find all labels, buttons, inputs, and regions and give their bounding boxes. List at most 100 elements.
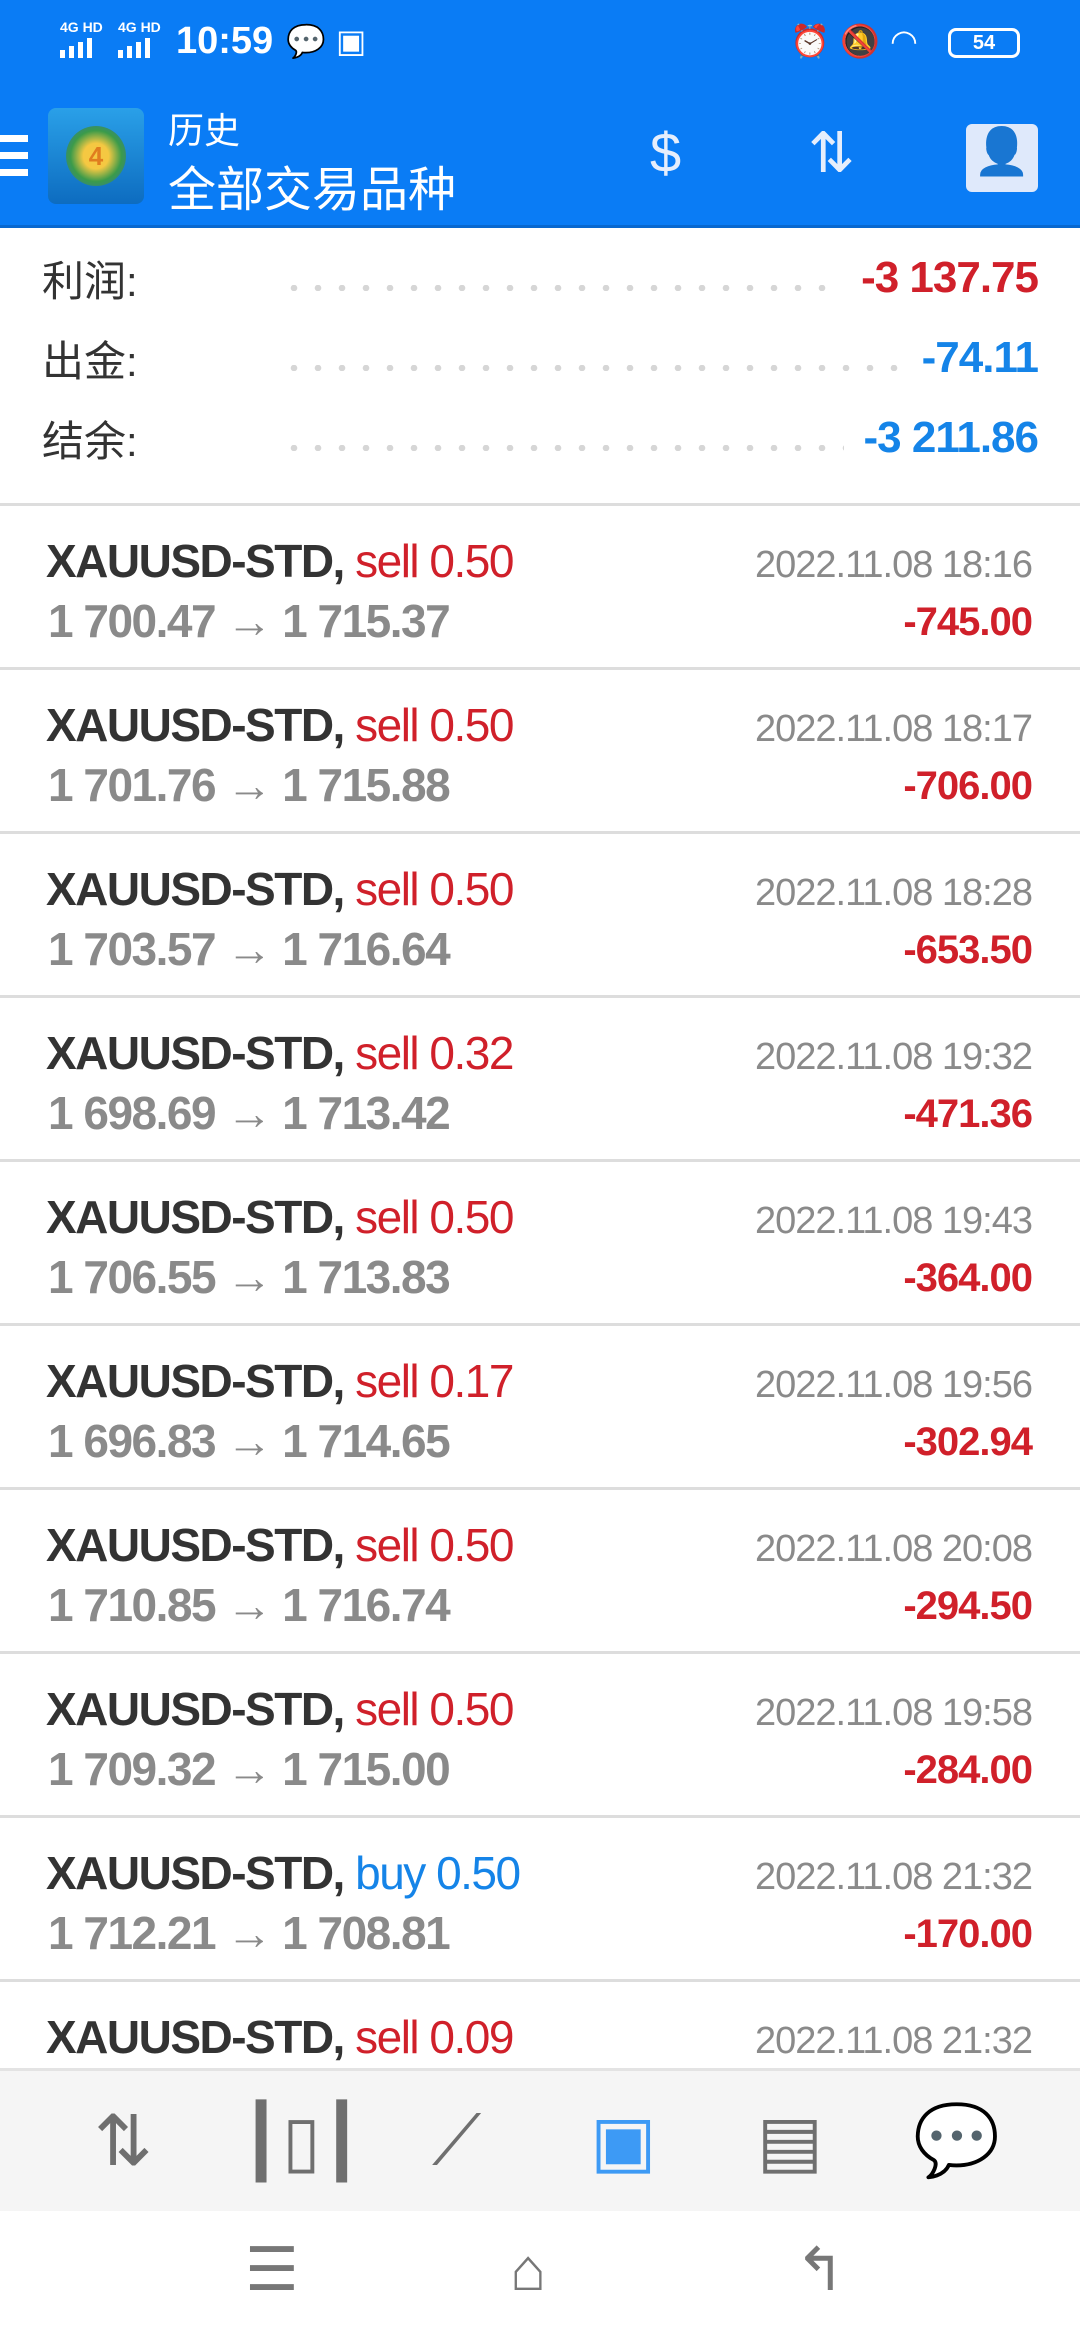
- signal-icon-2: 4G HD: [118, 20, 161, 58]
- trade-profit: -170.00: [903, 1912, 1033, 1956]
- trade-title: XAUUSD-STD, sell 0.32: [46, 1026, 514, 1080]
- page-subtitle: 历史: [168, 110, 241, 151]
- mute-bell-icon: 🔕: [840, 23, 880, 59]
- summary-profit: 利润: -3 137.75: [42, 248, 1039, 308]
- trade-row[interactable]: XAUUSD-STD, sell 0.50 1 706.55 → 1 713.8…: [0, 1162, 1080, 1326]
- summary-withdrawal: 出金: -74.11: [42, 328, 1039, 388]
- trade-time: 2022.11.08 20:08: [754, 1528, 1033, 1570]
- trade-side-volume: buy 0.50: [355, 1847, 521, 1899]
- trade-side-volume: sell 0.50: [355, 1683, 514, 1735]
- trade-symbol: XAUUSD-STD,: [46, 1847, 345, 1899]
- trade-title: XAUUSD-STD, sell 0.50: [46, 1518, 514, 1572]
- trade-symbol: XAUUSD-STD,: [46, 699, 345, 751]
- trade-row[interactable]: XAUUSD-STD, sell 0.50 1 700.47 → 1 715.3…: [0, 506, 1080, 670]
- summary-value: -3 211.86: [863, 413, 1039, 462]
- dot-leader: [282, 445, 844, 451]
- status-bar: 4G HD 4G HD 10:59 💬 ▣ ⏰ 🔕 ◠ 54: [0, 0, 1080, 90]
- trade-row[interactable]: XAUUSD-STD, sell 0.32 1 698.69 → 1 713.4…: [0, 998, 1080, 1162]
- trade-time: 2022.11.08 19:56: [754, 1364, 1033, 1406]
- trade-profit: -471.36: [903, 1092, 1033, 1136]
- system-navigation: ☰ ⌂ ↰: [0, 2211, 1080, 2340]
- trade-prices: 1 700.47 → 1 715.37: [48, 595, 451, 647]
- mt4-logo: 4: [48, 108, 144, 204]
- home-icon[interactable]: ⌂: [510, 2236, 547, 2303]
- trade-title: XAUUSD-STD, sell 0.17: [46, 1354, 514, 1408]
- app-header: 4 历史 全部交易品种 $ ⇅ 👤: [0, 90, 1080, 228]
- trade-side-volume: sell 0.09: [355, 2011, 514, 2063]
- trade-side-volume: sell 0.17: [355, 1355, 514, 1407]
- trade-symbol: XAUUSD-STD,: [46, 1027, 345, 1079]
- chat-icon[interactable]: 💬: [913, 2101, 1001, 2179]
- trade-profit: -364.00: [903, 1256, 1033, 1300]
- trade-row[interactable]: XAUUSD-STD, buy 0.50 1 712.21 → 1 708.81…: [0, 1818, 1080, 1982]
- charts-icon[interactable]: ┃▯┃: [239, 2102, 363, 2180]
- trade-title: XAUUSD-STD, sell 0.50: [46, 862, 514, 916]
- currency-exchange-icon[interactable]: $: [650, 121, 682, 184]
- app-notification-icon: ▣: [336, 23, 367, 59]
- battery-icon: 54: [948, 28, 1020, 58]
- trade-prices: 1 701.76 → 1 715.88: [48, 759, 451, 811]
- trade-profit: -302.94: [903, 1420, 1033, 1464]
- trade-prices: 1 698.69 → 1 713.42: [48, 1087, 451, 1139]
- trade-profit: -284.00: [903, 1748, 1033, 1792]
- summary-balance: 结余: -3 211.86: [42, 408, 1039, 468]
- trade-time: 2022.11.08 19:32: [754, 1036, 1033, 1078]
- trade-profit: -653.50: [903, 928, 1033, 972]
- trade-row[interactable]: XAUUSD-STD, sell 0.09 2022.11.08 21:32: [0, 1982, 1080, 2146]
- sort-icon[interactable]: ⇅: [808, 121, 855, 184]
- trade-side-volume: sell 0.50: [355, 1191, 514, 1243]
- trade-symbol: XAUUSD-STD,: [46, 1683, 345, 1735]
- wechat-icon: 💬: [286, 23, 326, 59]
- trade-title: XAUUSD-STD, sell 0.09: [46, 2010, 514, 2064]
- history-icon[interactable]: ▣: [590, 2102, 657, 2180]
- trade-title: XAUUSD-STD, sell 0.50: [46, 698, 514, 752]
- trade-row[interactable]: XAUUSD-STD, sell 0.50 1 703.57 → 1 716.6…: [0, 834, 1080, 998]
- trade-side-volume: sell 0.50: [355, 863, 514, 915]
- trade-prices: 1 709.32 → 1 715.00: [48, 1743, 451, 1795]
- trade-profit: -745.00: [903, 600, 1033, 644]
- trade-prices: 1 710.85 → 1 716.74: [48, 1579, 451, 1631]
- trade-side-volume: sell 0.50: [355, 535, 514, 587]
- wifi-icon: ◠: [890, 23, 918, 59]
- trade-symbol: XAUUSD-STD,: [46, 1355, 345, 1407]
- trade-row[interactable]: XAUUSD-STD, sell 0.50 1 710.85 → 1 716.7…: [0, 1490, 1080, 1654]
- calendar-period-icon[interactable]: 👤: [966, 124, 1038, 192]
- trade-prices: 1 703.57 → 1 716.64: [48, 923, 451, 975]
- summary-value: -74.11: [921, 333, 1039, 382]
- trade-row[interactable]: XAUUSD-STD, sell 0.50 1 701.76 → 1 715.8…: [0, 670, 1080, 834]
- trade-row[interactable]: XAUUSD-STD, sell 0.50 1 709.32 → 1 715.0…: [0, 1654, 1080, 1818]
- trade-symbol: XAUUSD-STD,: [46, 535, 345, 587]
- trade-symbol: XAUUSD-STD,: [46, 1519, 345, 1571]
- news-icon[interactable]: ▤: [756, 2102, 824, 2180]
- signal-icon: 4G HD: [60, 20, 103, 58]
- bottom-navigation: ⇅ ┃▯┃ ⟋ ▣ ▤ 💬: [0, 2068, 1080, 2211]
- trade-icon[interactable]: ⟋: [432, 2101, 482, 2179]
- trade-symbol: XAUUSD-STD,: [46, 863, 345, 915]
- recent-apps-icon[interactable]: ☰: [245, 2236, 299, 2303]
- trade-side-volume: sell 0.50: [355, 1519, 514, 1571]
- summary-label: 出金:: [42, 337, 138, 385]
- trade-prices: 1 696.83 → 1 714.65: [48, 1415, 451, 1467]
- trade-row[interactable]: XAUUSD-STD, sell 0.17 1 696.83 → 1 714.6…: [0, 1326, 1080, 1490]
- summary-value: -3 137.75: [861, 253, 1039, 302]
- trade-time: 2022.11.08 18:28: [754, 872, 1033, 914]
- trade-prices: 1 712.21 → 1 708.81: [48, 1907, 451, 1959]
- symbol-filter-title[interactable]: 全部交易品种: [168, 164, 457, 217]
- trade-side-volume: sell 0.32: [355, 1027, 514, 1079]
- trade-time: 2022.11.08 19:58: [754, 1692, 1033, 1734]
- quotes-icon[interactable]: ⇅: [94, 2102, 153, 2180]
- dot-leader: [282, 365, 902, 371]
- trade-time: 2022.11.08 18:17: [754, 708, 1033, 750]
- trade-symbol: XAUUSD-STD,: [46, 1191, 345, 1243]
- trade-title: XAUUSD-STD, sell 0.50: [46, 534, 514, 588]
- trade-symbol: XAUUSD-STD,: [46, 2011, 345, 2063]
- clock: 10:59: [176, 20, 274, 62]
- trade-prices: 1 706.55 → 1 713.83: [48, 1251, 451, 1303]
- trade-time: 2022.11.08 19:43: [754, 1200, 1033, 1242]
- summary-label: 利润:: [42, 257, 138, 305]
- trade-title: XAUUSD-STD, sell 0.50: [46, 1190, 514, 1244]
- back-icon[interactable]: ↰: [795, 2236, 846, 2303]
- trade-time: 2022.11.08 21:32: [754, 1856, 1033, 1898]
- menu-icon[interactable]: [0, 135, 28, 186]
- trade-profit: -294.50: [903, 1584, 1033, 1628]
